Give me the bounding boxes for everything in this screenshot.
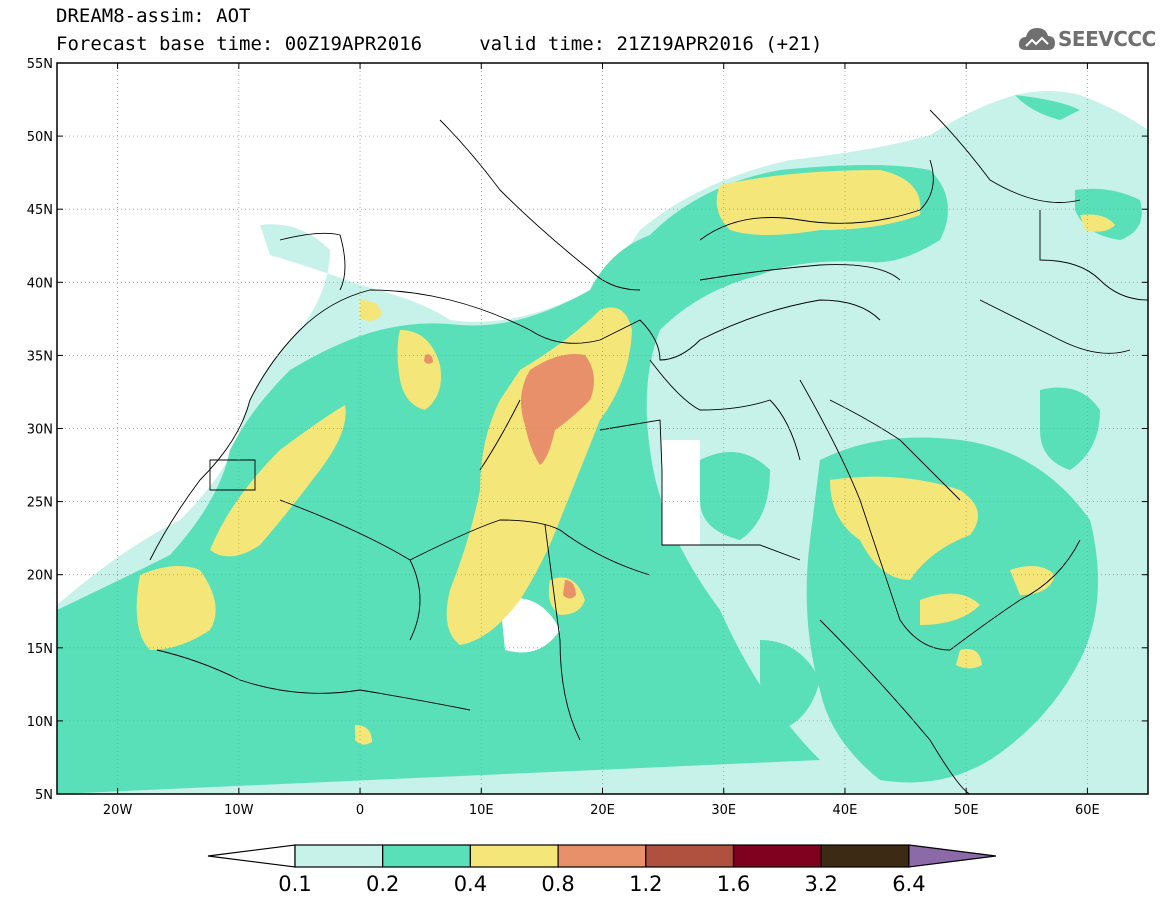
colorbar-level-label: 0.8	[541, 872, 574, 896]
cloud-icon	[1018, 28, 1055, 50]
colorbar-labels: 0.1 0.2 0.4 0.8 1.2 1.6 3.2 6.4	[278, 872, 925, 896]
lat-tick-label: 40N	[27, 276, 53, 291]
map-subtitle-times: Forecast base time: 00Z19APR2016 valid t…	[56, 33, 823, 55]
colorbar-extend-high	[908, 844, 996, 868]
colorbar-box	[382, 844, 472, 868]
lon-tick-label: 50E	[954, 803, 979, 818]
lat-tick-label: 50N	[27, 130, 53, 145]
colorbar-level-label: 0.2	[366, 872, 399, 896]
lon-tick-label: 60E	[1075, 803, 1100, 818]
colorbar-box	[469, 844, 559, 868]
colorbar-boxes	[207, 844, 996, 868]
lat-tick-label: 10N	[27, 715, 53, 730]
logo-text: SEEVCCC	[1058, 27, 1156, 51]
colorbar-box	[294, 844, 384, 868]
colorbar-level-label: 3.2	[804, 872, 837, 896]
lon-tick-label: 20W	[103, 803, 133, 818]
colorbar-level-label: 1.6	[717, 872, 750, 896]
colorbar-level-label: 0.4	[454, 872, 487, 896]
lat-tick-label: 35N	[27, 349, 53, 364]
longitude-labels: 20W 10W 0 10E 20E 30E 40E 50E 60E	[103, 803, 1100, 818]
coastlines-borders	[149, 109, 1148, 794]
lon-tick-label: 40E	[833, 803, 858, 818]
lat-tick-label: 5N	[35, 788, 53, 803]
lon-tick-label: 0	[356, 803, 364, 818]
seevccc-logo: SEEVCCC	[1018, 24, 1156, 58]
lat-tick-label: 55N	[27, 57, 53, 72]
lon-tick-label: 20E	[590, 803, 615, 818]
lat-tick-label: 45N	[27, 203, 53, 218]
colorbar-level-label: 1.2	[629, 872, 662, 896]
colorbar-box	[557, 844, 647, 868]
colorbar-box	[732, 844, 822, 868]
colorbar-level-label: 0.1	[278, 872, 311, 896]
lat-tick-label: 20N	[27, 569, 53, 584]
lat-tick-label: 15N	[27, 642, 53, 657]
map-title: DREAM8-assim: AOT	[56, 5, 251, 27]
lat-tick-label: 25N	[27, 496, 53, 511]
colorbar-box	[820, 844, 910, 868]
axis-ticks	[57, 62, 1148, 795]
lat-tick-label: 30N	[27, 423, 53, 438]
colorbar-extend-low	[207, 844, 296, 868]
colorbar-level-label: 6.4	[892, 872, 925, 896]
lon-tick-label: 30E	[711, 803, 736, 818]
colorbar-box	[645, 844, 735, 868]
aot-low-areas	[500, 440, 700, 653]
lon-tick-label: 10W	[224, 803, 254, 818]
latitude-labels: 55N 50N 45N 40N 35N 30N 25N 20N 15N 10N 5N	[27, 57, 53, 803]
aot-field	[57, 63, 1148, 794]
aot-band-0.8-1.2	[424, 354, 594, 599]
lon-tick-label: 10E	[469, 803, 494, 818]
